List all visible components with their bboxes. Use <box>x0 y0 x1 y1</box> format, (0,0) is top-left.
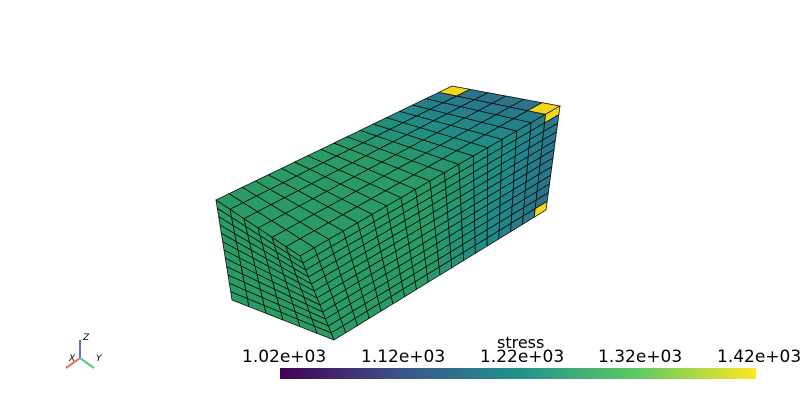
scalar-bar-tick-3: 1.22e+03 <box>480 347 565 367</box>
scalar-bar-tick-min: 1.02e+03 <box>242 347 327 367</box>
scalar-bar-title: stress <box>497 333 545 352</box>
y-axis-label: Y <box>96 354 103 364</box>
mesh-cell-side <box>533 200 548 218</box>
scalar-bar-tick-4: 1.32e+03 <box>598 347 683 367</box>
scalar-bar-tick-2: 1.12e+03 <box>361 347 446 367</box>
mesh-cell-front <box>313 325 335 341</box>
scalar-bar-tick-max: 1.42e+03 <box>717 347 800 367</box>
orientation-axes-widget: Z X Y <box>65 333 103 369</box>
z-axis-label: Z <box>82 333 90 343</box>
scalar-bar-gradient <box>280 368 756 379</box>
y-axis-line <box>79 357 95 369</box>
x-axis-label: X <box>68 354 76 364</box>
deformed-beam-mesh[interactable] <box>215 85 561 341</box>
x-axis-line <box>65 357 81 369</box>
